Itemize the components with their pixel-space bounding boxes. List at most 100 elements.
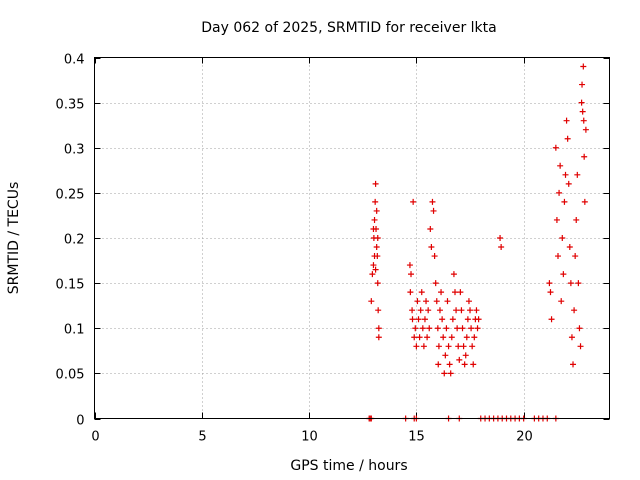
data-point (438, 289, 445, 296)
data-point (439, 316, 446, 323)
data-point (429, 198, 436, 205)
data-point (565, 180, 572, 187)
axis-ticks: 0 0.05 0.1 0.15 0.2 0.25 0.3 0.35 0.4 0 5 10 15 20 (56, 53, 610, 445)
data-point (446, 361, 453, 368)
data-point (457, 289, 464, 296)
data-point (575, 280, 582, 287)
data-point (371, 253, 378, 260)
data-point (553, 216, 560, 223)
data-point (417, 307, 424, 314)
data-point (463, 334, 470, 341)
data-point (582, 126, 589, 133)
data-point (581, 198, 588, 205)
data-point (577, 343, 584, 350)
data-point (547, 289, 554, 296)
data-point (448, 334, 455, 341)
data-point (374, 235, 381, 241)
x-tick-label: 0 (91, 430, 99, 445)
data-point (548, 316, 555, 323)
data-point (408, 271, 415, 278)
data-point (442, 352, 449, 359)
data-point (441, 370, 448, 377)
data-point (426, 325, 433, 332)
data-point (418, 289, 425, 296)
data-point (580, 63, 587, 70)
data-point (453, 307, 460, 314)
data-point (450, 271, 457, 278)
data-point (372, 180, 379, 187)
data-point (574, 171, 581, 178)
data-point (430, 207, 437, 214)
data-point (372, 198, 379, 205)
data-point (555, 253, 561, 260)
data-point (579, 108, 586, 115)
data-point (581, 153, 588, 160)
data-point (410, 198, 417, 205)
y-tick-label: 0 (76, 414, 84, 429)
data-point (564, 135, 571, 142)
data-point (433, 298, 440, 305)
data-point (578, 99, 585, 106)
plot-frame (94, 57, 610, 419)
data-point (560, 271, 567, 278)
data-point (558, 298, 565, 305)
data-point (368, 298, 375, 305)
data-point (498, 244, 505, 251)
data-point (455, 343, 462, 350)
data-point (561, 198, 568, 205)
data-point (576, 325, 583, 332)
data-point (444, 298, 451, 305)
data-point (567, 280, 574, 287)
data-point (372, 266, 379, 273)
data-point (416, 334, 423, 341)
data-point (471, 334, 478, 341)
data-point (425, 307, 432, 314)
data-point (556, 189, 563, 196)
data-point (552, 144, 559, 151)
data-point (409, 316, 416, 323)
data-point (443, 325, 450, 332)
y-tick-label: 0.05 (56, 368, 85, 383)
data-point (465, 298, 472, 305)
data-point (375, 307, 382, 314)
data-point (571, 307, 578, 314)
data-point (369, 271, 376, 278)
data-point (573, 216, 580, 223)
data-point (427, 225, 434, 232)
data-point (374, 280, 381, 287)
data-point (424, 334, 431, 341)
data-point (412, 325, 419, 332)
data-point (373, 207, 380, 214)
data-point (419, 325, 426, 332)
data-point (407, 289, 414, 296)
y-tick-label: 0.2 (64, 233, 85, 248)
data-point (473, 307, 480, 314)
y-axis-title: SRMTID / TECUs (6, 182, 22, 295)
data-point (546, 280, 553, 287)
data-point (460, 343, 467, 350)
data-point (435, 343, 442, 350)
data-point (579, 81, 586, 88)
data-point (420, 343, 427, 350)
data-point (557, 162, 564, 169)
data-point (440, 334, 447, 341)
data-point (432, 280, 439, 287)
data-points (366, 63, 589, 422)
data-point (464, 316, 471, 323)
data-point (434, 325, 441, 332)
data-point (413, 343, 420, 350)
data-point (445, 343, 452, 350)
data-point (411, 334, 418, 341)
y-tick-label: 0.3 (64, 143, 85, 158)
y-tick-label: 0.35 (56, 98, 85, 113)
x-tick-label: 5 (198, 430, 206, 445)
data-point (436, 307, 443, 314)
data-point (467, 307, 474, 314)
data-point (375, 325, 382, 332)
data-point (566, 244, 573, 251)
x-tick-label: 10 (301, 430, 318, 445)
data-point (449, 316, 456, 323)
data-point (447, 370, 454, 377)
data-point (428, 244, 435, 251)
